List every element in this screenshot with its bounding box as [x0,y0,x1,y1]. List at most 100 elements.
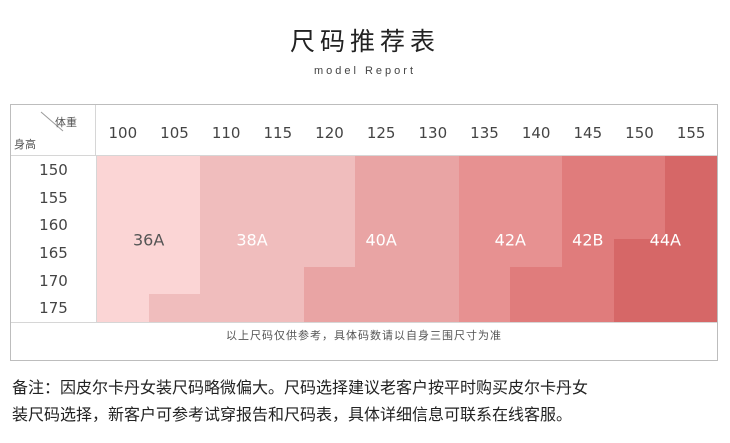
size-cell [97,239,149,267]
size-cell [407,239,459,267]
size-cell [149,156,200,184]
height-label-175: 175 [39,299,68,318]
size-cell [355,267,407,294]
size-cell [200,184,252,211]
size-cell [510,184,562,211]
size-cell [355,239,407,267]
size-cell [149,211,200,239]
size-cell [562,267,614,294]
weight-label-145: 145 [573,124,603,142]
size-cell [97,211,149,239]
size-label-36a: 36A [133,230,165,250]
size-cell [614,267,665,294]
page-title: 尺码推荐表 [289,27,440,56]
size-cell [200,267,252,294]
size-cell [407,294,459,322]
size-cell [562,211,614,239]
size-label-40a: 40A [365,230,397,250]
size-remark: 备注：因皮尔卡丹女装尺码略微偏大。尺码选择建议老客户按平时购买皮尔卡丹女 装尺码… [12,374,724,428]
size-cell [97,156,149,184]
height-label-150: 150 [39,160,68,179]
size-disclaimer-note: 以上尺码仅供参考，具体码数请以自身三围尺寸为准 [226,329,502,342]
size-label-42a: 42A [494,230,526,250]
height-column-divider [96,155,97,322]
size-cell [562,294,614,322]
size-cell [149,294,200,322]
size-cell [149,239,200,267]
weight-label-105: 105 [160,124,189,142]
size-label-44a: 44A [649,230,681,250]
size-cell [665,211,717,239]
size-cell [562,156,614,184]
size-cell [97,294,149,322]
size-cell [252,184,304,211]
size-cell [459,156,510,184]
size-cell [200,156,252,184]
size-cell [252,294,304,322]
size-cell [510,267,562,294]
size-cell [304,239,355,267]
table-corner-header: 体重 身高 [11,105,96,155]
header-divider [11,155,717,156]
size-cell [614,294,665,322]
size-cell [200,211,252,239]
size-cell [665,267,717,294]
height-label-155: 155 [39,188,68,207]
size-remark-line-2: 装尺码选择，新客户可参考试穿报告和尺码表，具体详细信息可联系在线客服。 [12,405,573,424]
size-cell [562,184,614,211]
size-cell [459,239,510,267]
size-cell [510,156,562,184]
weight-label-155: 155 [676,124,706,142]
size-cell [355,156,407,184]
size-cell [510,211,562,239]
size-cell [665,156,717,184]
size-chart-table: 体重 身高 100 105 110 115 120 125 130 135 140 145 150 1… [10,104,718,361]
size-cell [459,294,510,322]
size-cell [665,239,717,267]
size-cell [510,239,562,267]
weight-label-125: 125 [366,124,396,142]
weight-label-130: 130 [418,124,448,142]
size-cell [252,267,304,294]
size-cell [149,267,200,294]
size-cell [407,211,459,239]
size-cell [97,267,149,294]
size-cell [665,184,717,211]
size-cell [562,239,614,267]
size-cell [252,156,304,184]
corner-diagonal-line [40,111,64,132]
weight-label-120: 120 [315,124,344,142]
size-cell [614,211,665,239]
size-cell [459,211,510,239]
size-label-38a: 38A [236,230,268,250]
weight-label-135: 135 [470,124,499,142]
size-cell [407,267,459,294]
size-cell [459,267,510,294]
size-cell [407,184,459,211]
size-cell [510,294,562,322]
size-cell [304,156,355,184]
size-cell [355,211,407,239]
height-label-170: 170 [39,271,68,290]
size-cell [97,184,149,211]
size-cell [614,239,665,267]
size-cell [304,211,355,239]
size-cell [252,239,304,267]
size-cell [200,294,252,322]
size-cell [614,156,665,184]
size-remark-line-1: 备注：因皮尔卡丹女装尺码略微偏大。尺码选择建议老客户按平时购买皮尔卡丹女 [12,378,589,397]
size-cell [304,184,355,211]
size-cell [149,184,200,211]
weight-label-100: 100 [108,124,138,142]
weight-label-115: 115 [263,124,293,142]
size-cell [252,211,304,239]
size-cell [407,156,459,184]
weight-label-110: 110 [211,124,241,142]
size-cell [459,184,510,211]
size-cell [614,184,665,211]
size-cell [665,294,717,322]
height-label-165: 165 [39,243,68,262]
weight-label-150: 150 [625,124,654,142]
size-cell [200,239,252,267]
size-cell [304,294,355,322]
